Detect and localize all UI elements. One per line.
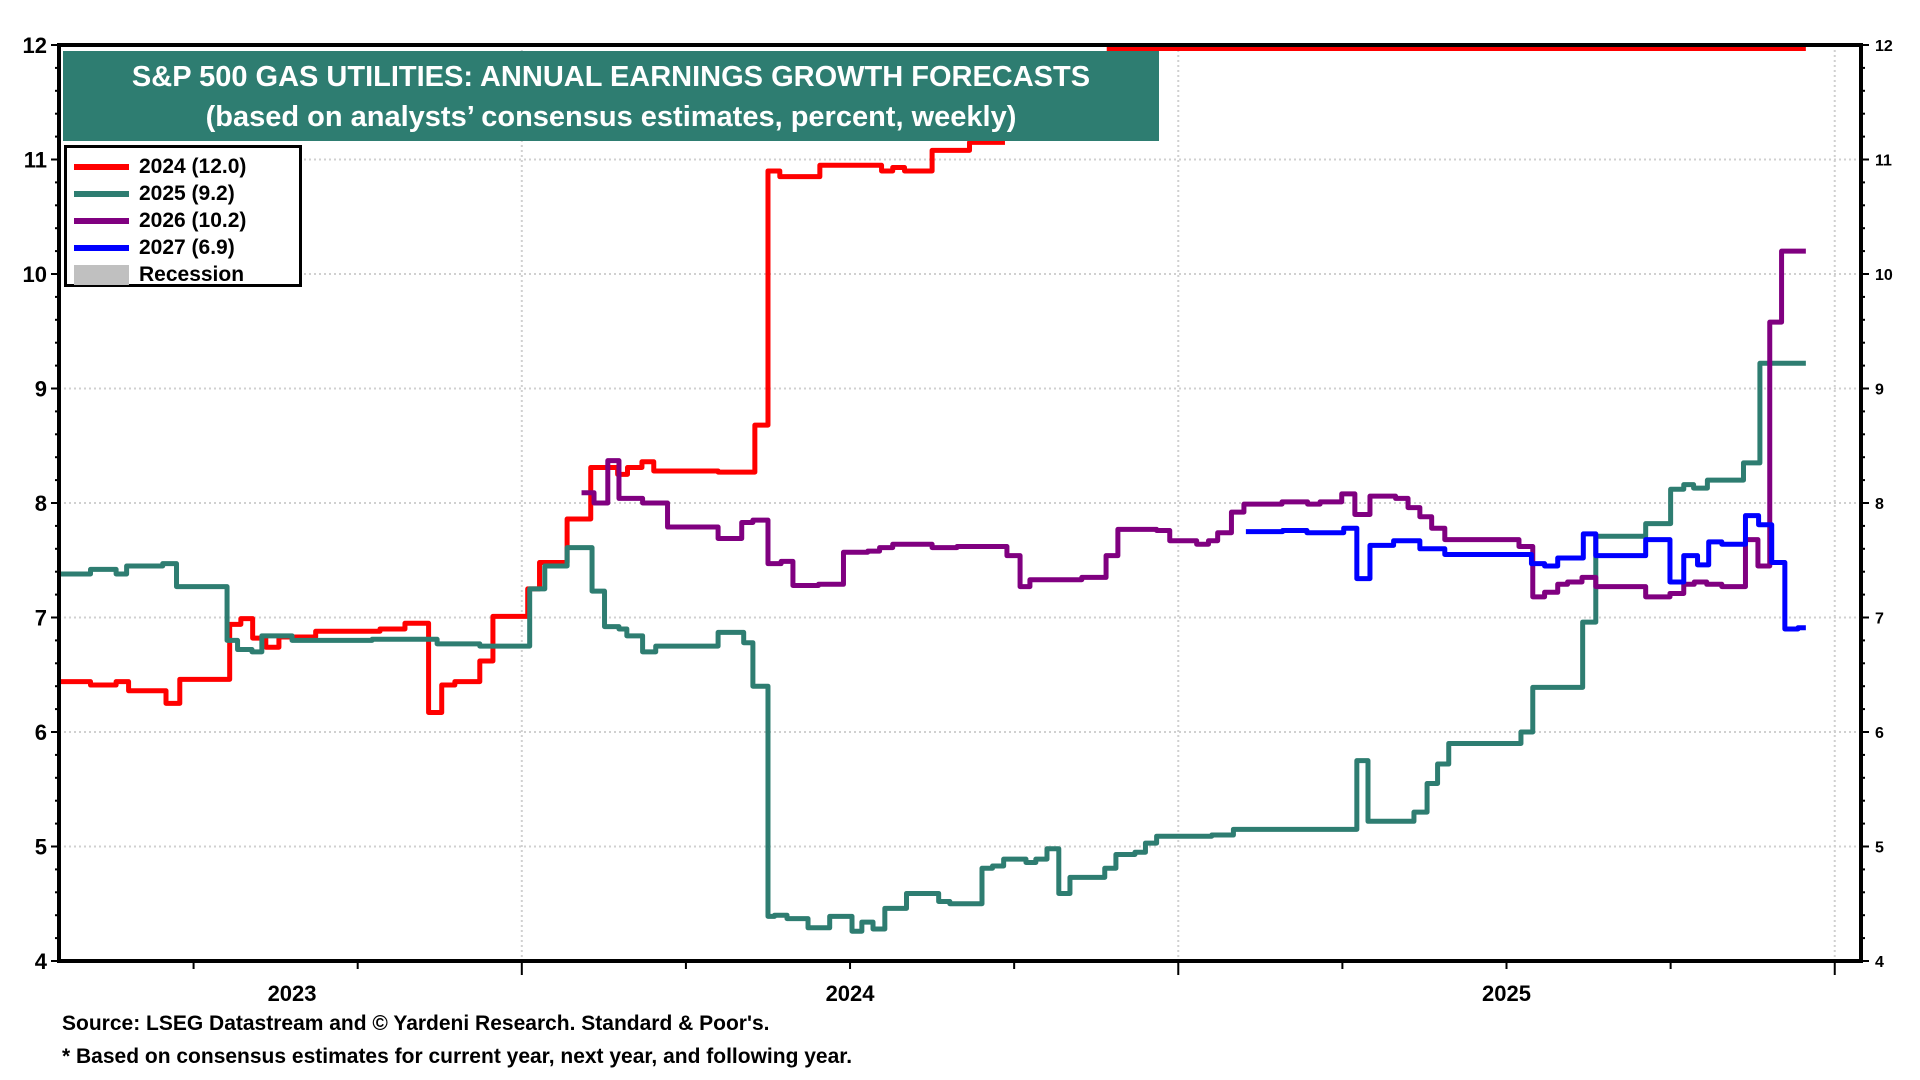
y-tick-label-left: 5 — [35, 835, 47, 860]
y-tick-label-left: 10 — [23, 262, 47, 287]
x-tick-label: 2023 — [268, 981, 317, 1006]
legend-swatch-2024 — [74, 163, 129, 170]
y-tick-label-right: 8 — [1875, 496, 1884, 513]
y-tick-label-right: 10 — [1875, 267, 1893, 284]
x-tick-label: 2024 — [826, 981, 876, 1006]
x-tick-label: 2025 — [1482, 981, 1531, 1006]
legend-swatch-2025 — [74, 190, 129, 197]
y-tick-label-right: 12 — [1875, 38, 1893, 55]
y-tick-label-left: 11 — [24, 148, 47, 173]
series-line-2024 — [59, 139, 1005, 716]
y-tick-label-left: 8 — [35, 491, 47, 516]
y-tick-label-right: 5 — [1875, 840, 1884, 857]
x-axis: 2023 2024 2025 — [192, 961, 1836, 1006]
legend-item-2027: 2027 (6.9) — [74, 234, 299, 261]
y-tick-label-right: 11 — [1875, 153, 1892, 170]
legend-swatch-2027 — [74, 244, 129, 251]
source-note: Source: LSEG Datastream and © Yardeni Re… — [62, 1012, 770, 1035]
chart-title: S&P 500 GAS UTILITIES: ANNUAL EARNINGS G… — [131, 61, 1091, 93]
chart-title-box: S&P 500 GAS UTILITIES: ANNUAL EARNINGS G… — [63, 51, 1159, 141]
y-tick-label-left: 4 — [35, 949, 48, 974]
legend-swatch-recession — [74, 264, 129, 285]
series-line-2026 — [581, 248, 1806, 600]
y-axis-right: 4 5 6 7 8 9 10 11 12 — [1861, 38, 1893, 971]
y-tick-label-left: 6 — [35, 720, 47, 745]
legend-item-2024: 2024 (12.0) — [74, 153, 299, 180]
y-tick-label-left: 12 — [23, 33, 47, 58]
y-tick-label-left: 7 — [35, 606, 47, 631]
legend: 2024 (12.0) 2025 (9.2) 2026 (10.2) 2027 … — [64, 145, 302, 287]
series-line-2027 — [1245, 513, 1806, 632]
y-tick-label-left: 9 — [35, 377, 47, 402]
y-axis-left: 4 5 6 7 8 9 10 11 12 — [23, 33, 59, 974]
legend-swatch-2026 — [74, 217, 129, 224]
legend-label: 2025 (9.2) — [139, 181, 235, 205]
chart-subtitle: (based on analysts’ consensus estimates,… — [205, 101, 1017, 133]
legend-item-2026: 2026 (10.2) — [74, 207, 299, 234]
series-line-2025 — [59, 360, 1806, 934]
y-tick-label-right: 7 — [1875, 611, 1884, 628]
footnote: * Based on consensus estimates for curre… — [62, 1045, 853, 1068]
legend-label: 2026 (10.2) — [139, 208, 247, 232]
y-tick-label-right: 4 — [1875, 954, 1884, 971]
y-tick-label-right: 9 — [1875, 382, 1884, 399]
legend-item-2025: 2025 (9.2) — [74, 180, 299, 207]
legend-label: Recession — [139, 262, 245, 286]
legend-label: 2027 (6.9) — [139, 235, 235, 259]
grid — [59, 45, 1861, 961]
series-lines — [59, 45, 1806, 934]
legend-label: 2024 (12.0) — [139, 154, 247, 178]
y-tick-label-right: 6 — [1875, 725, 1884, 742]
legend-item-recession: Recession — [74, 261, 299, 288]
